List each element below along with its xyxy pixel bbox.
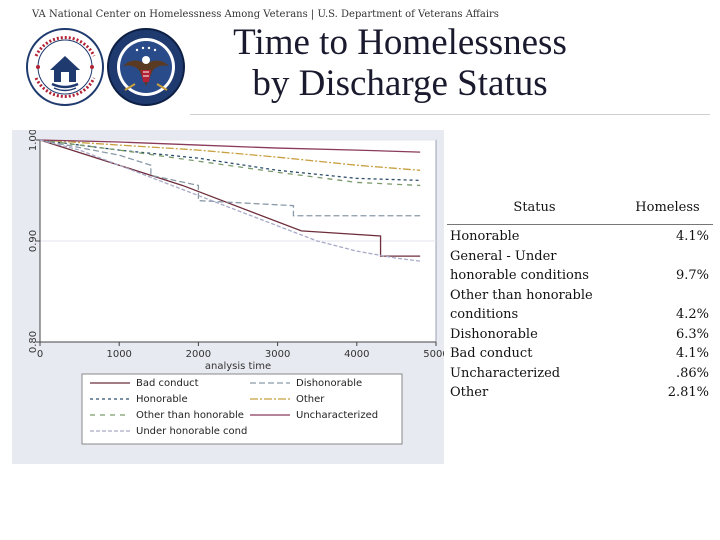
homeless-value: 6.3% [675,326,709,342]
homeless-value: 2.81% [667,385,709,400]
status-cell: Bad conduct [447,344,622,364]
series-line-4 [39,139,421,187]
status-table: Status Homeless Honorable 4.1% General - U… [447,190,713,403]
table-row: Dishonorable 6.3% [447,325,713,345]
homelessness-center-seal-icon [26,28,104,106]
status-label: Honorable [450,229,520,244]
table-row: General - Under honorable conditions 9.7% [447,247,713,286]
series-line-1 [39,139,421,217]
status-label: Other than honorable [450,287,593,303]
table-header: Status Homeless [447,190,713,224]
x-axis-label: analysis time [205,361,271,372]
status-cell: Dishonorable [447,325,622,345]
table-row: Uncharacterized .86% [447,364,713,384]
y-tick-label: 1.00 [28,130,39,151]
y-tick-label: 0.90 [28,230,39,252]
x-tick-label: 3000 [265,349,290,360]
legend-label: Honorable [136,394,188,405]
legend-label: Other than honorable [136,410,244,421]
header-homeless: Homeless [635,199,700,215]
legend-label: Uncharacterized [296,410,378,421]
table-row: Other than honorable conditions 4.2% [447,286,713,325]
status-label: Other [450,385,489,400]
legend-label: Under honorable cond [136,426,247,437]
homeless-value: 4.1% [675,346,709,361]
status-label: Dishonorable [450,326,538,342]
x-tick-label: 2000 [186,349,211,360]
homeless-value: 4.1% [675,229,709,244]
status-label: honorable conditions [450,268,589,283]
slide-title: Time to Homelessness by Discharge Status [190,22,610,104]
status-label: Uncharacterized [450,365,561,381]
legend-label: Dishonorable [296,378,362,389]
homeless-value: 9.7% [675,268,709,283]
series-line-2 [39,139,421,182]
homeless-value: .86% [675,365,709,381]
x-tick-label: 0 [37,349,43,360]
status-cell: Honorable [447,227,622,247]
status-label: General - Under [450,248,557,264]
table-body: Honorable 4.1% General - Under honorable co… [447,224,713,403]
status-cell: General - Under honorable conditions [447,247,622,286]
legend-label: Bad conduct [136,378,199,389]
title-divider [190,114,710,115]
y-tick-label: 0.80 [28,331,39,353]
legend-label: Other [296,394,325,405]
header-status: Status [513,199,556,215]
series-line-6 [39,139,421,262]
status-cell: Uncharacterized [447,364,622,384]
status-cell: Other [447,383,622,403]
header-text: VA National Center on Homelessness Among… [32,9,499,20]
title-line-1: Time to Homelessness [233,22,567,63]
legend-box [81,373,403,445]
series-line-3 [39,139,421,171]
table-row: Honorable 4.1% [447,227,713,247]
title-line-2: by Discharge Status [252,63,548,104]
table-row: Other 2.81% [447,383,713,403]
table-row: Bad conduct 4.1% [447,344,713,364]
va-seal-icon [107,28,185,106]
homeless-value: 4.2% [675,307,709,322]
x-tick-label: 4000 [344,349,369,360]
series-line-5 [39,139,421,153]
status-label: Bad conduct [450,346,533,361]
status-cell: Other than honorable conditions [447,286,622,325]
x-tick-label: 1000 [106,349,131,360]
status-label: conditions [450,307,519,322]
